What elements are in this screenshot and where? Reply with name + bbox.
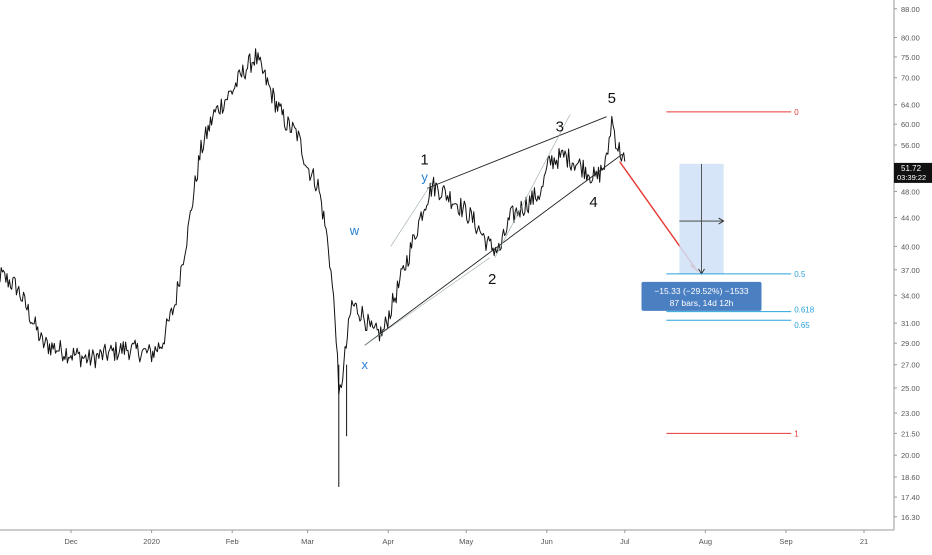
countdown-label: 03:39:22 [897,173,926,182]
wave-label-2: 2 [488,271,496,288]
measure-arrow-right [718,217,725,225]
wave-label-y: y [421,170,428,185]
drawing-layer: −15.33 (−29.52%) −1533 87 bars, 14d 12h 0 0… [349,90,815,439]
fib-label-0.65: 0.65 [794,321,810,330]
wave-label-w: w [349,223,360,238]
price-tick-label: 56.00 [901,141,920,150]
time-tick-label: Apr [382,537,394,546]
last-price-badge [894,162,932,183]
price-tick-label: 18.60 [901,473,920,482]
time-tick-label: Jun [541,537,553,546]
time-tick-label: Jul [620,537,630,546]
price-tick-label: 80.00 [901,33,920,42]
price-tick-label: 70.00 [901,74,920,83]
price-tick-label: 34.00 [901,291,920,300]
price-tick-label: 64.00 [901,101,920,110]
time-axis: Dec 2020 Feb Mar Apr May Jun Jul Aug Sep 21 [0,529,894,546]
price-tick-label: 88.00 [901,5,920,14]
price-tick-label: 27.00 [901,361,920,370]
measure-label-box [641,281,762,311]
time-tick-label: Dec [64,537,78,546]
wave-label-1: 1 [420,151,428,168]
wave-channel-lower-line [364,257,490,346]
inner-channel-line [494,114,571,258]
time-tick-label: May [459,537,473,546]
price-tick-label: 16.30 [901,513,920,522]
time-tick-label: Feb [226,537,239,546]
time-tick-label: 2020 [143,537,160,546]
price-tick-label: 31.00 [901,319,920,328]
price-tick-label: 25.00 [901,384,920,393]
price-series-line [0,48,626,395]
price-tick-label: 17.40 [901,493,920,502]
price-tick-label: 20.00 [901,451,920,460]
wave-label-5: 5 [608,90,616,107]
price-tick-label: 23.00 [901,409,920,418]
time-tick-label: 21 [860,537,868,546]
fib-label-1: 1 [794,429,799,438]
wedge-lower-line [364,153,623,346]
wave-label-3: 3 [556,118,564,135]
wedge-upper-line [427,116,607,189]
measure-label-change: −15.33 (−29.52%) −1533 [654,286,749,296]
wave-label-x: x [362,357,369,372]
time-tick-label: Sep [779,537,792,546]
time-tick-label: Aug [699,537,712,546]
price-tick-label: 60.00 [901,120,920,129]
wave-label-4: 4 [589,194,597,211]
price-tick-label: 37.00 [901,266,920,275]
price-tick-label: 21.50 [901,429,920,438]
last-price-label: 51.72 [901,164,922,173]
price-axis: 88.0080.0075.0070.0064.0060.0056.0052.00… [893,0,932,530]
fib-label-0.5: 0.5 [794,270,806,279]
measure-label-bars: 87 bars, 14d 12h [670,298,734,308]
fib-label-0.618: 0.618 [794,306,815,315]
fib-label-0: 0 [794,108,799,117]
price-tick-label: 44.00 [901,214,920,223]
price-tick-label: 40.00 [901,242,920,251]
time-tick-label: Mar [301,537,314,546]
price-tick-label: 48.00 [901,187,920,196]
price-layer [0,48,626,487]
price-tick-label: 29.00 [901,339,920,348]
price-tick-label: 75.00 [901,53,920,62]
wave-channel-upper-line [390,181,433,247]
